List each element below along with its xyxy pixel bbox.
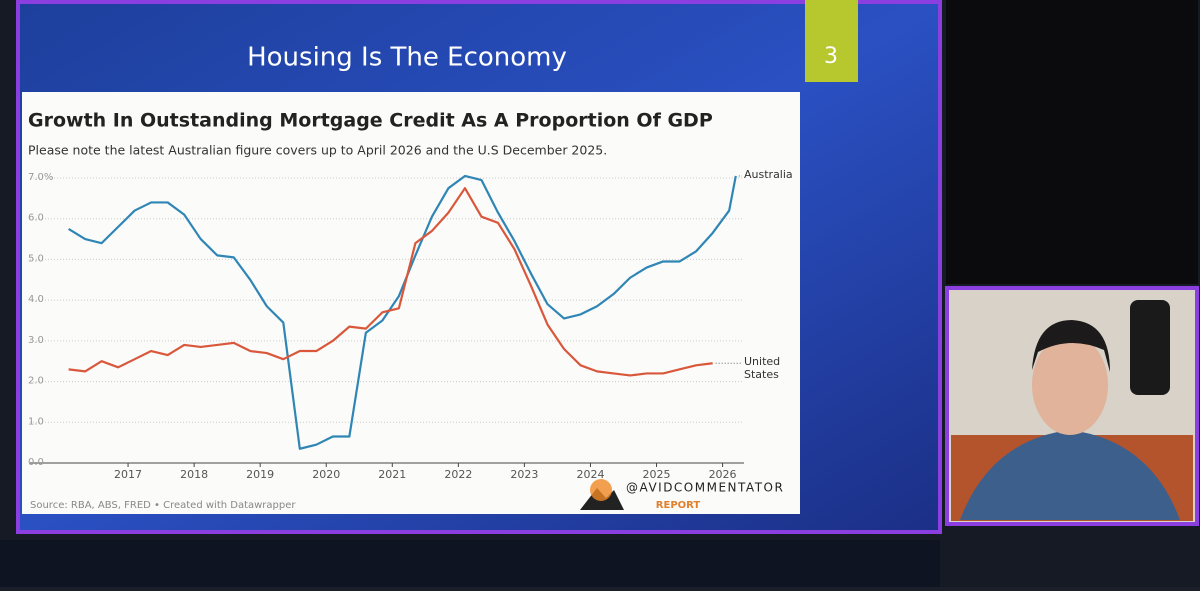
chart-source: Source: RBA, ABS, FRED • Created with Da… bbox=[30, 500, 296, 511]
series-label-box: United States bbox=[744, 355, 781, 382]
floor bbox=[0, 540, 940, 587]
logo-handle: @AVIDCOMMENTATOR bbox=[626, 481, 784, 495]
x-tick-label: 2020 bbox=[312, 468, 340, 481]
x-tick-label: 2024 bbox=[576, 468, 604, 481]
x-tick-label: 2026 bbox=[709, 468, 737, 481]
side-panel bbox=[946, 0, 1198, 284]
y-tick-label: 6.0 bbox=[28, 213, 44, 224]
chart-panel bbox=[22, 92, 800, 514]
webcam-microphone bbox=[1130, 300, 1170, 395]
y-tick-label: 2.0 bbox=[28, 376, 44, 387]
x-tick-label: 2017 bbox=[114, 468, 142, 481]
logo-sun bbox=[590, 479, 612, 501]
webcam-person-head bbox=[1032, 335, 1108, 435]
series-label-box: Australia bbox=[744, 167, 793, 181]
chart-subtitle: Please note the latest Australian figure… bbox=[28, 143, 607, 158]
y-tick-label: 7.0% bbox=[28, 172, 53, 183]
y-tick-label: 4.0 bbox=[28, 294, 44, 305]
series-label: United States bbox=[744, 355, 781, 382]
slide-title: Housing Is The Economy bbox=[247, 43, 567, 73]
x-tick-label: 2021 bbox=[378, 468, 406, 481]
y-tick-label: 3.0 bbox=[28, 335, 44, 346]
slide-number-box bbox=[805, 0, 858, 82]
chart-title: Growth In Outstanding Mortgage Credit As… bbox=[28, 110, 713, 132]
series-line bbox=[68, 187, 713, 377]
x-tick-label: 2019 bbox=[246, 468, 274, 481]
x-tick-label: 2025 bbox=[643, 468, 671, 481]
webcam-person-body bbox=[960, 430, 1180, 520]
webcam-person-hair bbox=[1032, 320, 1110, 372]
x-tick-label: 2018 bbox=[180, 468, 208, 481]
y-tick-label: 0.0 bbox=[28, 457, 44, 468]
series-label: Australia bbox=[744, 167, 793, 181]
slide-number: 3 bbox=[824, 44, 838, 69]
y-tick-label: 1.0 bbox=[28, 416, 44, 427]
x-tick-label: 2022 bbox=[444, 468, 472, 481]
x-tick-label: 2023 bbox=[510, 468, 538, 481]
logo-subtitle: REPORT bbox=[656, 500, 701, 511]
y-tick-label: 5.0 bbox=[28, 253, 44, 264]
